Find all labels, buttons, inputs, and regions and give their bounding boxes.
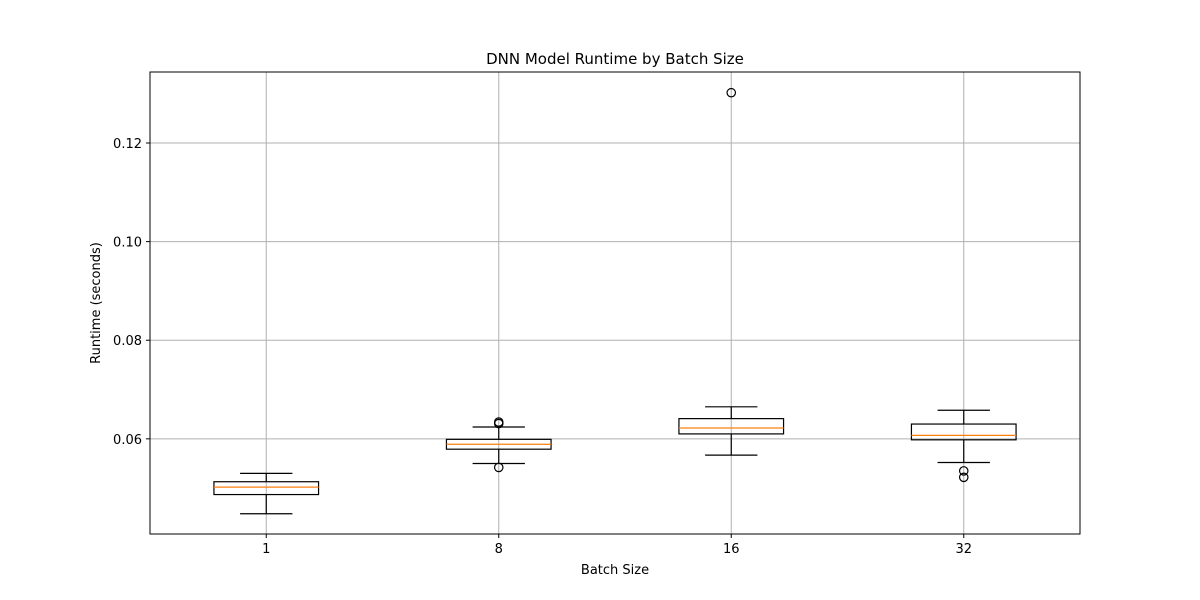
box-group-batch-8 [445, 417, 552, 473]
grid-layer [150, 72, 1080, 534]
x-tick-label: 32 [955, 542, 972, 557]
y-axis-label: Runtime (seconds) [89, 242, 104, 364]
outlier-point [726, 87, 737, 98]
y-tick-label: 0.08 [113, 334, 142, 349]
y-tick-label: 0.12 [113, 137, 142, 152]
box-group-batch-16 [678, 87, 785, 456]
y-tick-label: 0.06 [113, 433, 142, 448]
box-layer [213, 87, 1017, 515]
chart-title: DNN Model Runtime by Batch Size [486, 50, 744, 68]
x-axis-label: Batch Size [581, 563, 649, 578]
y-tick-label: 0.10 [113, 236, 142, 251]
outlier-point [493, 417, 504, 427]
outlier-point [958, 466, 969, 476]
x-tick-label: 1 [262, 542, 270, 557]
box-group-batch-32 [910, 409, 1017, 483]
x-tick-label: 8 [495, 542, 503, 557]
x-tick-label: 16 [723, 542, 740, 557]
outlier-point [958, 472, 969, 483]
box-group-batch-1 [213, 472, 320, 515]
outlier-point [493, 462, 504, 473]
tick-layer: 1 8 16 32 0.06 0.08 0.10 0.12 [113, 137, 972, 557]
iqr-box [910, 423, 1017, 441]
iqr-box [678, 418, 785, 435]
plot-area-frame [149, 71, 1081, 535]
iqr-box [213, 481, 320, 496]
